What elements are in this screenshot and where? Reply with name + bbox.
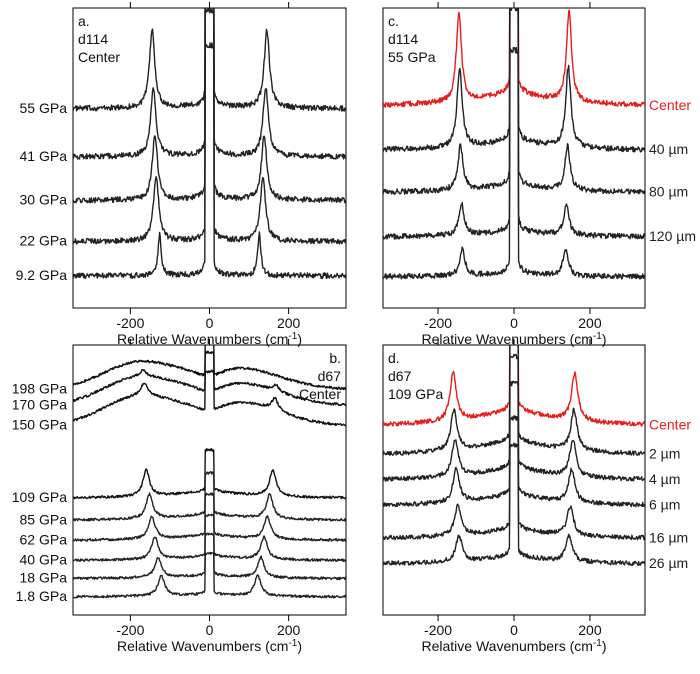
panel-d: Center 2 µm 4 µm 6 µm 16 µm 26 µm -200 0 200Rela… xyxy=(382,339,691,654)
spectrum-trace xyxy=(73,513,346,563)
panel-annotation: Center xyxy=(78,49,120,65)
series-label: 109 GPa xyxy=(12,489,67,505)
panel-annotation: b. xyxy=(329,350,341,366)
panel-annotation: d114 xyxy=(388,31,418,47)
x-tick-label: -200 xyxy=(116,315,144,331)
series-label: 26 µm xyxy=(649,555,688,571)
panel-annotation: a. xyxy=(78,13,90,29)
spectrum-trace xyxy=(73,369,346,427)
spectrum-trace xyxy=(383,353,645,482)
x-tick-label: -200 xyxy=(424,622,452,638)
series-label: 85 GPa xyxy=(20,511,68,527)
spectrum-trace xyxy=(73,532,346,581)
spectrum-trace xyxy=(73,448,346,500)
spectrum-trace xyxy=(73,345,346,391)
spectrum-trace xyxy=(73,492,346,542)
x-tick-label: 0 xyxy=(206,315,214,331)
panel-annotation: d67 xyxy=(388,368,412,384)
spectrum-trace xyxy=(73,8,346,160)
series-label: 2 µm xyxy=(649,445,680,461)
series-label: Center xyxy=(649,97,691,113)
panel-annotation: d67 xyxy=(318,368,342,384)
panel-annotation: 55 GPa xyxy=(388,49,436,65)
series-label: 22 GPa xyxy=(20,233,68,249)
series-label: 150 GPa xyxy=(12,417,67,433)
panel-annotation: c. xyxy=(388,13,399,29)
spectrum-trace xyxy=(383,8,645,153)
spectrum-trace xyxy=(73,42,346,280)
spectrum-trace xyxy=(383,442,645,567)
panel-annotation: Center xyxy=(299,386,341,402)
series-label: 30 GPa xyxy=(20,191,68,207)
spectrum-trace xyxy=(383,8,645,195)
series-label: 16 µm xyxy=(649,529,688,545)
x-tick-label: 200 xyxy=(277,622,301,638)
x-tick-label: -200 xyxy=(424,315,452,331)
series-label: 62 GPa xyxy=(20,531,68,547)
series-label: 1.8 GPa xyxy=(16,588,68,604)
x-tick-label: 0 xyxy=(206,622,214,638)
spectrum-trace xyxy=(383,380,645,508)
spectrum-trace xyxy=(383,46,645,280)
series-label: 18 GPa xyxy=(20,570,68,586)
series-label: 40 GPa xyxy=(20,552,68,568)
spectrum-trace xyxy=(383,8,645,240)
series-label: 6 µm xyxy=(649,497,680,513)
series-label: 41 GPa xyxy=(20,148,68,164)
x-tick-label: 0 xyxy=(510,315,518,331)
series-label: 120 µm xyxy=(649,228,696,244)
spectrum-trace xyxy=(73,350,346,407)
spectrum-trace xyxy=(383,345,645,456)
panel-annotation: 109 GPa xyxy=(388,386,443,402)
series-label: Center xyxy=(649,416,691,432)
series-label: 80 µm xyxy=(649,183,688,199)
spectrum-trace xyxy=(73,8,346,245)
spectrum-trace xyxy=(73,471,346,522)
series-label: 40 µm xyxy=(649,141,688,157)
series-label: 170 GPa xyxy=(12,396,67,412)
spectrum-trace xyxy=(73,8,346,204)
panel-annotation: d114 xyxy=(78,31,108,47)
x-tick-label: 200 xyxy=(578,315,602,331)
x-axis-label: Relative Wavenumbers (cm-1) xyxy=(422,638,607,654)
spectrum-trace xyxy=(383,345,645,427)
series-label: 198 GPa xyxy=(12,380,67,396)
spectrum-trace xyxy=(383,415,645,541)
series-label: 9.2 GPa xyxy=(16,267,68,283)
spectrum-trace xyxy=(73,8,346,112)
spectrum-trace xyxy=(73,551,346,599)
x-tick-label: 200 xyxy=(578,622,602,638)
series-label: 55 GPa xyxy=(20,100,68,116)
x-tick-label: -200 xyxy=(116,622,144,638)
x-axis-label: Relative Wavenumbers (cm-1) xyxy=(117,638,302,654)
x-tick-label: 0 xyxy=(510,622,518,638)
series-label: 4 µm xyxy=(649,471,680,487)
spectrum-trace xyxy=(383,8,645,108)
x-tick-label: 200 xyxy=(277,315,301,331)
panel-annotation: d. xyxy=(388,350,400,366)
